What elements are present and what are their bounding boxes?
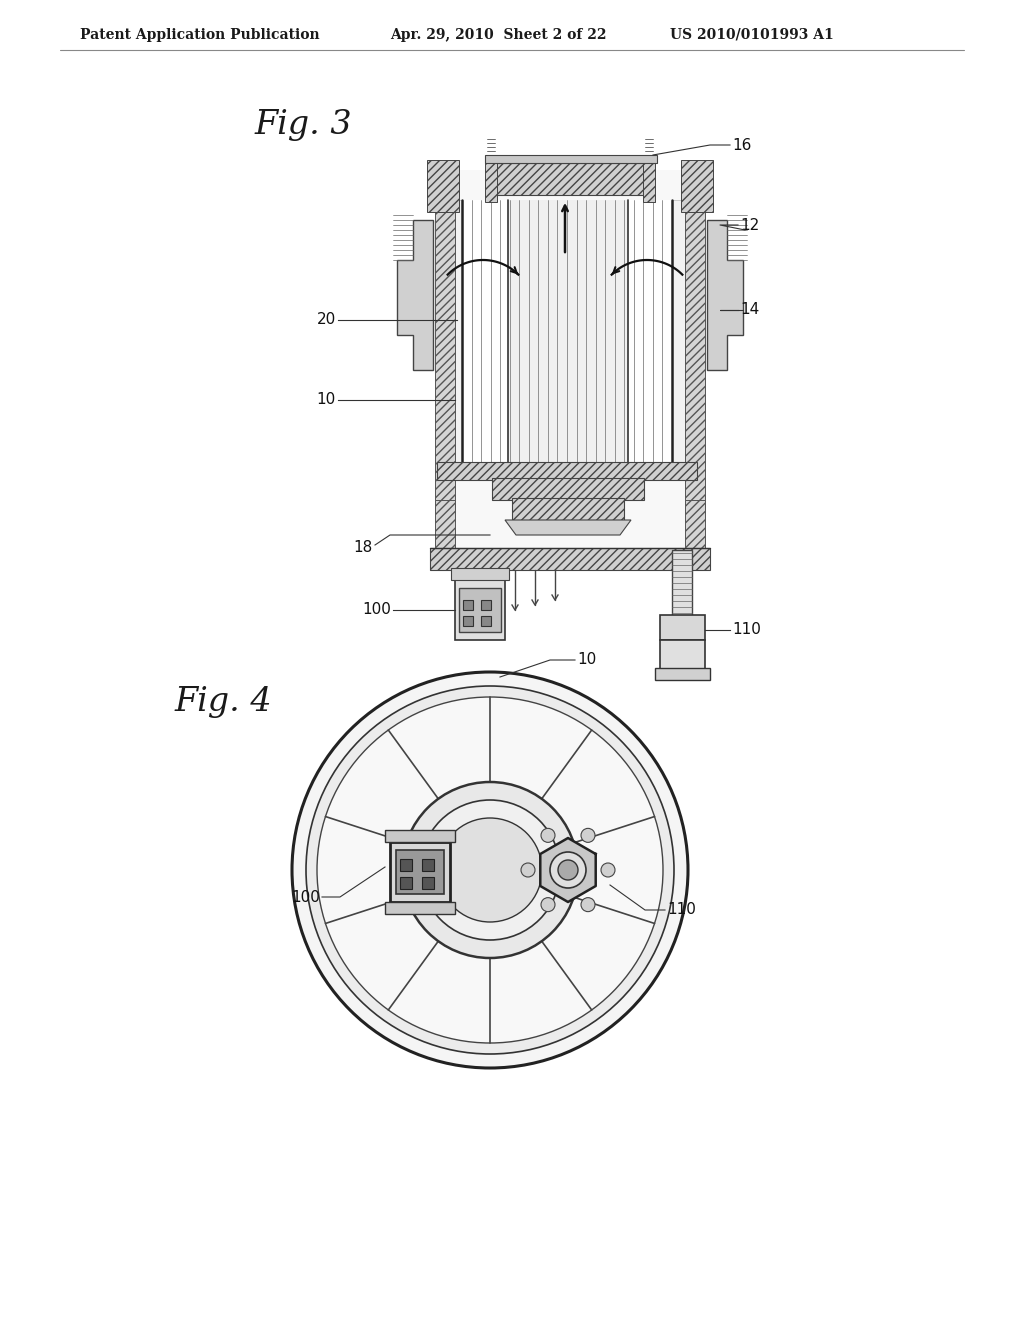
- Bar: [400, 876, 412, 888]
- Bar: [430, 548, 710, 570]
- Circle shape: [581, 898, 595, 912]
- Bar: [492, 478, 644, 500]
- Circle shape: [581, 829, 595, 842]
- Bar: [660, 615, 705, 640]
- Bar: [481, 601, 490, 610]
- Bar: [512, 498, 624, 520]
- Text: 16: 16: [732, 137, 752, 153]
- Bar: [462, 201, 672, 465]
- Bar: [495, 162, 645, 195]
- Bar: [508, 201, 628, 465]
- Circle shape: [558, 861, 578, 880]
- Text: 18: 18: [353, 540, 373, 554]
- Text: 20: 20: [316, 313, 336, 327]
- Bar: [655, 668, 710, 680]
- Bar: [435, 170, 705, 550]
- Bar: [390, 842, 450, 902]
- Bar: [485, 154, 657, 162]
- Bar: [435, 201, 455, 510]
- Circle shape: [541, 829, 555, 842]
- Text: 10: 10: [577, 652, 596, 668]
- Polygon shape: [505, 520, 631, 535]
- Bar: [422, 859, 434, 871]
- Circle shape: [550, 851, 586, 888]
- Circle shape: [306, 686, 674, 1053]
- Text: 110: 110: [732, 623, 761, 638]
- Polygon shape: [707, 220, 743, 370]
- Bar: [685, 500, 705, 550]
- Text: 10: 10: [316, 392, 336, 408]
- Circle shape: [317, 697, 663, 1043]
- Bar: [396, 850, 444, 894]
- Bar: [660, 640, 705, 671]
- Text: US 2010/0101993 A1: US 2010/0101993 A1: [670, 28, 834, 42]
- Bar: [481, 616, 490, 626]
- Bar: [385, 902, 455, 913]
- Bar: [455, 579, 505, 640]
- Bar: [459, 587, 501, 632]
- Text: Patent Application Publication: Patent Application Publication: [80, 28, 319, 42]
- Bar: [437, 462, 697, 480]
- Text: 12: 12: [740, 218, 759, 232]
- Bar: [681, 160, 713, 213]
- Text: 14: 14: [740, 302, 759, 318]
- Text: Fig. 4: Fig. 4: [175, 686, 272, 718]
- Text: 110: 110: [667, 903, 696, 917]
- Bar: [400, 859, 412, 871]
- Bar: [455, 201, 462, 465]
- Text: Fig. 3: Fig. 3: [255, 110, 352, 141]
- Circle shape: [601, 863, 615, 876]
- Text: 100: 100: [362, 602, 391, 618]
- Circle shape: [292, 672, 688, 1068]
- Bar: [643, 157, 655, 202]
- Circle shape: [541, 898, 555, 912]
- Circle shape: [521, 863, 535, 876]
- Polygon shape: [541, 838, 596, 902]
- Bar: [685, 201, 705, 510]
- Bar: [463, 616, 473, 626]
- Bar: [672, 201, 685, 465]
- Bar: [672, 550, 692, 630]
- Bar: [463, 601, 473, 610]
- Bar: [451, 568, 509, 579]
- Bar: [422, 876, 434, 888]
- Circle shape: [402, 781, 578, 958]
- Polygon shape: [397, 220, 433, 370]
- Text: Apr. 29, 2010  Sheet 2 of 22: Apr. 29, 2010 Sheet 2 of 22: [390, 28, 606, 42]
- Bar: [385, 830, 455, 842]
- Bar: [435, 500, 455, 550]
- Bar: [427, 160, 459, 213]
- Text: 100: 100: [291, 890, 319, 904]
- Circle shape: [420, 800, 560, 940]
- Circle shape: [438, 818, 542, 921]
- Bar: [485, 157, 497, 202]
